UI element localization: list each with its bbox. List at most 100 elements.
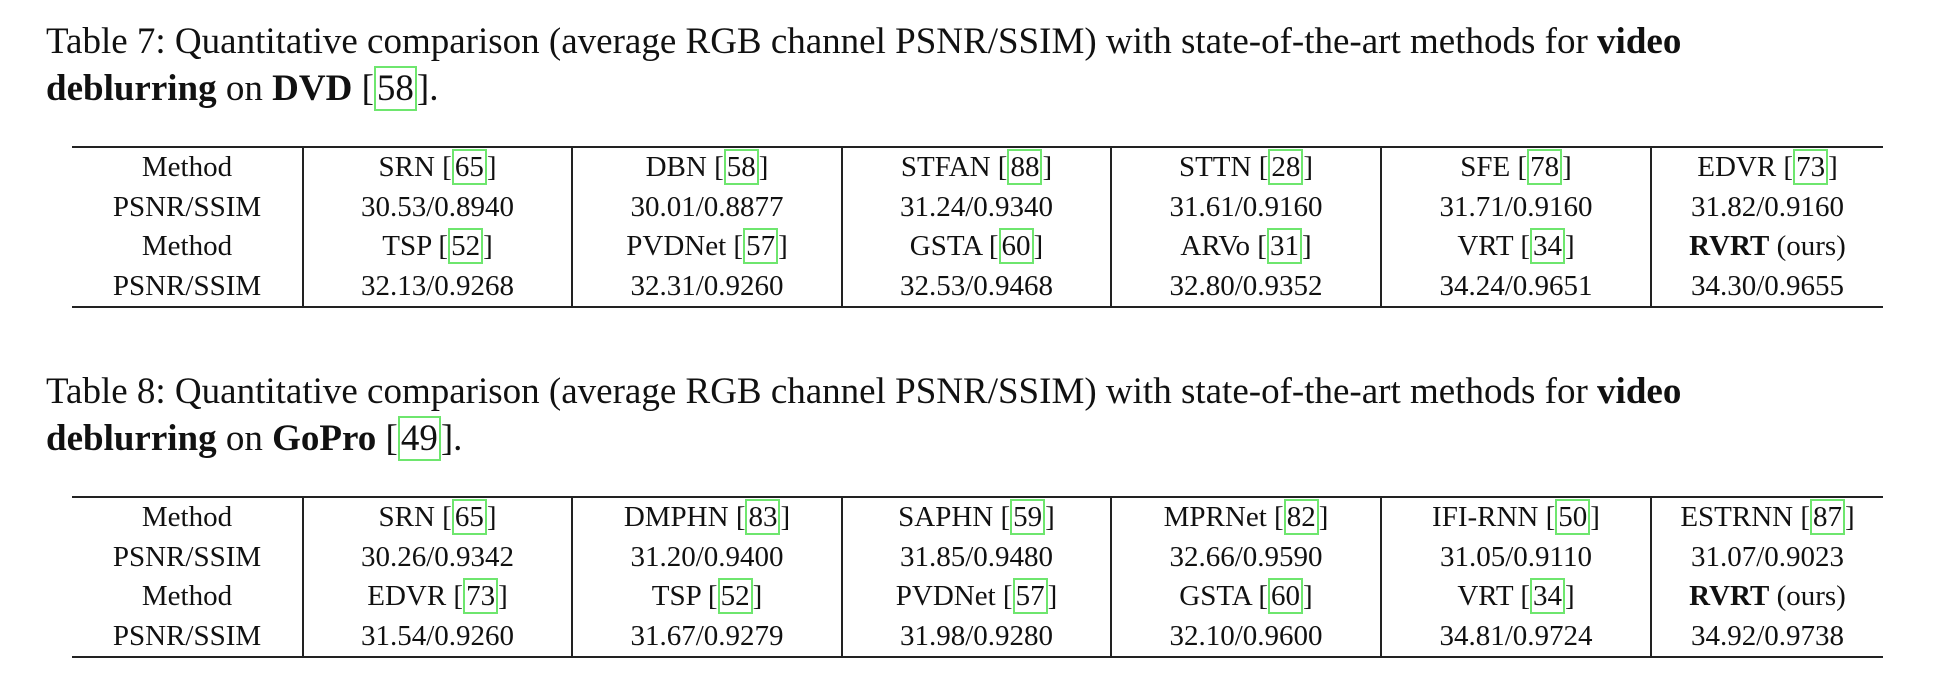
table-cell: 31.20/0.9400 (571, 537, 842, 577)
table-cell: 30.26/0.9342 (302, 537, 572, 577)
table-cell: GSTA [60] (841, 227, 1111, 267)
table-cell: 32.31/0.9260 (571, 266, 842, 307)
table-cell: 31.67/0.9279 (571, 616, 842, 657)
text-span: [ (376, 418, 398, 459)
text-span: DBN [ (645, 151, 724, 184)
text-span: ] (483, 230, 493, 263)
table-cell: 34.92/0.9738 (1650, 616, 1883, 657)
text-span: ] (486, 501, 497, 534)
table-cell: DMPHN [83] (571, 497, 842, 538)
text-span: STTN [ (1178, 151, 1269, 184)
caption-line: deblurring on GoPro [49]. (46, 415, 1681, 462)
text-span: RVRT (1689, 580, 1770, 613)
citation: 82 (1283, 499, 1319, 536)
citation: 73 (463, 578, 499, 615)
citation: 31 (1266, 228, 1302, 265)
citation: 49 (397, 416, 441, 461)
table-cell: 30.01/0.8877 (571, 187, 842, 227)
table-body: Method SRN [65] DBN [58] STFAN [88] STTN [28… (72, 147, 1883, 307)
table-row: Method SRN [65] DMPHN [83] SAPHN [59] MPRNet… (72, 497, 1883, 538)
table-row: PSNR/SSIM 31.54/0.9260 31.67/0.9279 31.98/0… (72, 616, 1883, 657)
caption-line: deblurring on DVD [58]. (46, 65, 1681, 112)
text-span: on (216, 418, 273, 459)
text-span: (ours) (1769, 230, 1846, 263)
citation: 65 (451, 149, 487, 186)
table-cell: IFI-RNN [50] (1380, 497, 1651, 538)
citation: 57 (1012, 578, 1048, 615)
table-cell: ARVo [31] (1110, 227, 1381, 267)
text-span: ] (486, 151, 497, 184)
citation: 59 (1010, 499, 1046, 536)
table-cell: GSTA [60] (1110, 577, 1381, 617)
citation: 34 (1529, 578, 1565, 615)
text-span: ] (1047, 580, 1058, 613)
table-cell: 32.13/0.9268 (302, 266, 572, 307)
table-cell: MPRNet [82] (1110, 497, 1381, 538)
text-span: [ (352, 68, 374, 109)
table-cell: 31.05/0.9110 (1380, 537, 1651, 577)
text-span: TSP [ (382, 230, 449, 263)
table-row: Method TSP [52] PVDNet [57] GSTA [60] ARVo [… (72, 227, 1883, 267)
text-span: ]. (416, 68, 439, 109)
text-span: ] (1564, 580, 1575, 613)
text-span: ] (1301, 230, 1312, 263)
text-span: ] (1045, 501, 1055, 534)
table-row: PSNR/SSIM 32.13/0.9268 32.31/0.9260 32.53/0… (72, 266, 1883, 307)
table: Method SRN [65] DBN [58] STFAN [88] STTN [28… (72, 146, 1883, 308)
table-cell: SRN [65] (302, 147, 572, 188)
table-cell: PSNR/SSIM (112, 269, 262, 302)
text-span: on (216, 68, 273, 109)
text-span: Table 7: Quantitative comparison (averag… (46, 21, 1598, 62)
citation: 52 (448, 228, 484, 265)
text-span: ] (1033, 230, 1044, 263)
table-cell: PSNR/SSIM (112, 540, 262, 573)
table-cell: EDVR [73] (302, 577, 572, 617)
table-cell: 31.82/0.9160 (1650, 187, 1883, 227)
table-cell: 31.54/0.9260 (302, 616, 572, 657)
table-row: Method SRN [65] DBN [58] STFAN [88] STTN [28… (72, 147, 1883, 188)
table-cell: 31.71/0.9160 (1380, 187, 1651, 227)
text-span: EDVR [ (1697, 151, 1794, 184)
table-cell: EDVR [73] (1650, 147, 1883, 188)
citation: 52 (717, 578, 753, 615)
table-cell: 34.81/0.9724 (1380, 616, 1651, 657)
text-span: ] (1303, 151, 1314, 184)
text-span: EDVR [ (367, 580, 464, 613)
text-span: ] (1590, 501, 1600, 534)
text-span: ARVo [ (1180, 230, 1267, 263)
table-cell: 31.85/0.9480 (841, 537, 1111, 577)
text-span: GSTA [ (909, 230, 999, 263)
text-span: VRT [ (1457, 580, 1530, 613)
table-cell: 30.53/0.8940 (302, 187, 572, 227)
text-span: ] (1303, 580, 1313, 613)
table-cell: 32.53/0.9468 (841, 266, 1111, 307)
text-span: ] (498, 580, 508, 613)
text-span: PVDNet [ (895, 580, 1013, 613)
citation: 88 (1007, 149, 1043, 186)
table-cell: PVDNet [57] (841, 577, 1111, 617)
text-span: deblurring (46, 418, 217, 459)
table: Method SRN [65] DMPHN [83] SAPHN [59] MPRNet… (72, 496, 1883, 658)
table-cell: 32.10/0.9600 (1110, 616, 1381, 657)
text-span: ] (1564, 230, 1575, 263)
text-span: GoPro (272, 418, 377, 459)
table-cell: STTN [28] (1110, 147, 1381, 188)
citation: 73 (1793, 149, 1829, 186)
citation: 58 (723, 149, 759, 186)
table-cell: RVRT (ours) (1650, 577, 1883, 617)
citation: 28 (1268, 149, 1304, 186)
text-span: SRN [ (378, 151, 452, 184)
text-span: ] (780, 501, 791, 534)
table-cell: 34.30/0.9655 (1650, 266, 1883, 307)
citation: 34 (1529, 228, 1565, 265)
text-span: ] (1042, 151, 1053, 184)
text-span: DVD (272, 68, 353, 109)
text-span: GSTA [ (1179, 580, 1269, 613)
text-span: PVDNet [ (626, 230, 744, 263)
text-span: SAPHN [ (898, 501, 1011, 534)
table-body: Method SRN [65] DMPHN [83] SAPHN [59] MPRNet… (72, 497, 1883, 657)
citation: 60 (1268, 578, 1304, 615)
table-cell: 31.61/0.9160 (1110, 187, 1381, 227)
table-cell: DBN [58] (571, 147, 842, 188)
